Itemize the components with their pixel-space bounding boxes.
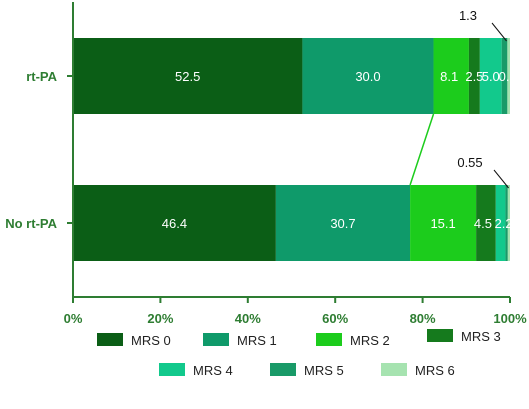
x-tick-label: 60% xyxy=(322,311,348,326)
data-label-nortpa-mrs3: 4.5 xyxy=(474,216,492,231)
legend-item-mrs1: MRS 1 xyxy=(203,333,277,348)
bars-layer xyxy=(73,38,510,261)
data-label-rtpa-mrs3: 2.5 xyxy=(465,69,483,84)
data-label-rtpa-mrs2: 8.1 xyxy=(440,69,458,84)
x-tick-label: 100% xyxy=(493,311,527,326)
legend-label: MRS 5 xyxy=(304,363,344,378)
callout-leader-nortpa xyxy=(493,169,509,189)
legend-swatch xyxy=(97,333,123,346)
bar-segment-nortpa-mrs6 xyxy=(507,185,510,261)
bar-segment-rtpa-mrs3 xyxy=(468,38,480,114)
legend-label: MRS 0 xyxy=(131,333,171,348)
axes-layer: 0% 20% 40% 60% 80% 100% rt-PA No rt-PA xyxy=(5,2,527,326)
category-label-rtpa: rt-PA xyxy=(26,69,57,84)
bar-segment-rtpa-mrs0 xyxy=(73,38,303,114)
data-label-rtpa-mrs1: 30.0 xyxy=(355,69,380,84)
legend-item-mrs4: MRS 4 xyxy=(159,363,233,378)
bar-segment-rtpa-mrs2 xyxy=(433,38,469,114)
connector-line xyxy=(409,113,435,186)
data-label-rtpa-mrs4: 5.0 xyxy=(482,69,500,84)
legend-swatch xyxy=(381,363,407,376)
category-label-nortpa: No rt-PA xyxy=(5,216,57,231)
x-tick-label: 0% xyxy=(64,311,83,326)
bar-segment-rtpa-mrs1 xyxy=(302,38,434,114)
bar-segment-nortpa-mrs0 xyxy=(73,185,276,261)
bar-segment-rtpa-mrs5 xyxy=(501,38,508,114)
data-label-nortpa-mrs1: 30.7 xyxy=(330,216,355,231)
bar-segment-nortpa-mrs3 xyxy=(476,185,496,261)
data-label-nortpa-mrs2: 15.1 xyxy=(430,216,455,231)
legend-label: MRS 4 xyxy=(193,363,233,378)
legend-swatch xyxy=(427,329,453,342)
legend-item-mrs6: MRS 6 xyxy=(381,363,455,378)
data-label-nortpa-mrs4: 2.2 xyxy=(495,216,513,231)
connector-lines xyxy=(409,113,435,186)
legend-item-mrs0: MRS 0 xyxy=(97,333,171,348)
legend-label: MRS 2 xyxy=(350,333,390,348)
legend-swatch xyxy=(159,363,185,376)
bar-segment-rtpa-mrs4 xyxy=(479,38,502,114)
bar-segment-nortpa-mrs5 xyxy=(505,185,508,261)
legend-label: MRS 3 xyxy=(461,329,501,344)
bar-segment-nortpa-mrs1 xyxy=(275,185,411,261)
legend-swatch xyxy=(316,333,342,346)
legend-item-mrs2: MRS 2 xyxy=(316,333,390,348)
bar-segment-nortpa-mrs4 xyxy=(495,185,506,261)
legend-item-mrs3: MRS 3 xyxy=(427,329,501,344)
data-label-rtpa-mrs0: 52.5 xyxy=(175,69,200,84)
x-tick-label: 40% xyxy=(235,311,261,326)
bar-segment-rtpa-mrs6 xyxy=(507,38,510,114)
legend-swatch xyxy=(270,363,296,376)
x-tick-label: 80% xyxy=(410,311,436,326)
callout-label-rtpa-mrs5: 1.3 xyxy=(459,8,477,23)
bar-segment-nortpa-mrs2 xyxy=(410,185,477,261)
callout-label-nortpa-mrs5: 0.55 xyxy=(457,155,482,170)
legend: MRS 0 MRS 1 MRS 2 MRS 3 MRS 4 MRS 5 MRS 6 xyxy=(97,329,501,378)
legend-label: MRS 6 xyxy=(415,363,455,378)
legend-swatch xyxy=(203,333,229,346)
legend-label: MRS 1 xyxy=(237,333,277,348)
data-label-rtpa-mrs6: 0.6 xyxy=(499,69,517,84)
x-tick-label: 20% xyxy=(147,311,173,326)
data-label-nortpa-mrs0: 46.4 xyxy=(162,216,187,231)
legend-item-mrs5: MRS 5 xyxy=(270,363,344,378)
callout-leader-rtpa xyxy=(491,22,507,42)
labels-layer: 52.5 30.0 8.1 2.55.00.6 46.4 30.7 15.1 4.5 2.2 1.… xyxy=(162,8,517,231)
